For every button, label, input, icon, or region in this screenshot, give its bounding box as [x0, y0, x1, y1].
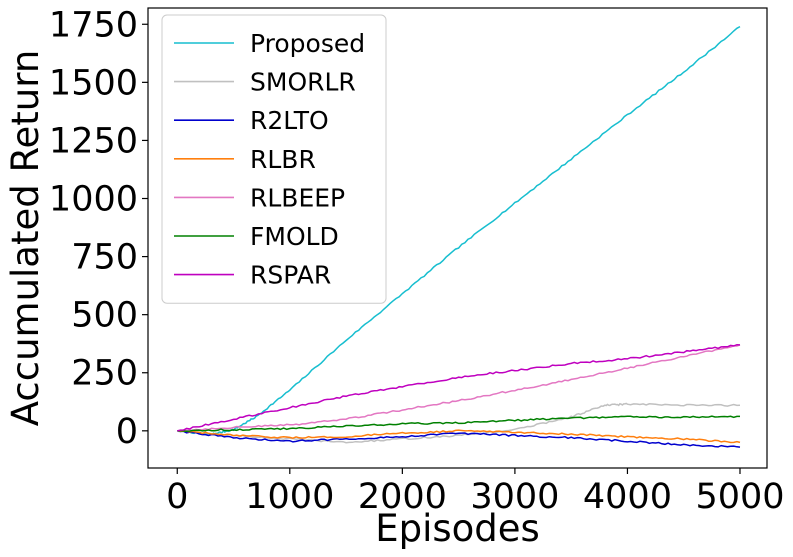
x-tick-label: 3000: [470, 477, 559, 517]
series-line-rspar: [177, 343, 741, 432]
x-axis-title: Episodes: [375, 507, 540, 550]
series-line-r2lto: [177, 430, 741, 448]
series-lines: [177, 25, 741, 448]
series-line-fmold: [177, 415, 740, 433]
y-tick-label: 1750: [49, 5, 138, 45]
y-axis-title: Accumulated Return: [4, 50, 47, 427]
x-tick-label: 5000: [695, 477, 784, 517]
y-tick-label: 250: [71, 354, 138, 394]
y-tick-label: 1250: [49, 121, 138, 161]
legend: Proposed SMORLR R2LTO RLBR RLBEEP FMOLD RSPAR: [161, 14, 387, 304]
x-tick-label: 4000: [583, 477, 672, 517]
y-tick-label: 1500: [49, 63, 138, 103]
series-line-rlbeep: [177, 344, 741, 432]
legend-label: RLBEEP: [250, 183, 345, 212]
legend-label: RLBR: [250, 145, 316, 174]
axes: 0 1000 2000 3000 4000 5000 0 250 500 750 1000 1250 1…: [49, 5, 785, 517]
x-tick-label: 1000: [245, 477, 334, 517]
x-tick-label: 0: [166, 477, 188, 517]
legend-label: R2LTO: [250, 106, 329, 135]
legend-label: RSPAR: [250, 261, 331, 290]
x-tick-label: 2000: [358, 477, 447, 517]
legend-box: [161, 14, 387, 304]
y-tick-label: 750: [71, 238, 138, 278]
legend-label: FMOLD: [250, 222, 339, 251]
plot-frame: [147, 7, 768, 469]
y-tick-label: 0: [116, 412, 138, 452]
legend-label: Proposed: [250, 29, 365, 58]
series-line-rlbr: [177, 429, 741, 444]
legend-label: SMORLR: [250, 68, 356, 97]
series-line-smorlr: [177, 402, 741, 444]
y-tick-label: 1000: [49, 180, 138, 220]
y-tick-label: 500: [71, 296, 138, 336]
